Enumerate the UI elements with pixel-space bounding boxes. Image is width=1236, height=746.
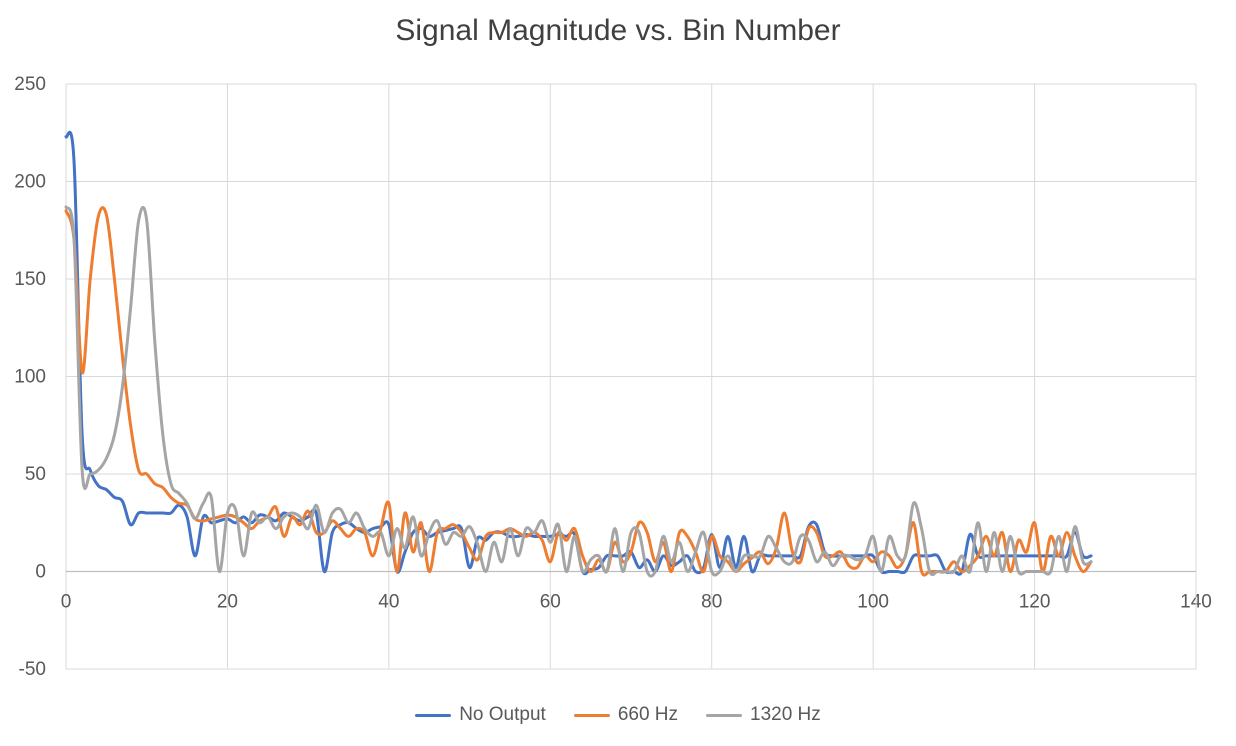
series-line-1320-hz <box>64 205 1093 578</box>
legend-entry-no-output: No Output <box>415 704 546 726</box>
y-tick-label: -50 <box>19 659 46 680</box>
x-tick-label: 40 <box>378 592 399 613</box>
y-tick-label: 100 <box>14 367 46 388</box>
x-tick-label: 120 <box>1019 592 1051 613</box>
legend-entry-660-hz: 660 Hz <box>573 704 679 726</box>
chart-title: Signal Magnitude vs. Bin Number <box>395 14 841 47</box>
legend-label: 660 Hz <box>617 704 679 725</box>
legend-label: 1320 Hz <box>750 704 821 725</box>
y-tick-label: 250 <box>14 74 46 95</box>
x-tick-label: 60 <box>540 592 561 613</box>
y-tick-label: 0 <box>35 562 46 583</box>
legend-swatch <box>573 713 610 717</box>
x-tick-label: 100 <box>857 592 889 613</box>
legend-swatch <box>706 713 743 717</box>
legend-entry-1320-hz: 1320 Hz <box>706 704 821 726</box>
x-tick-label: 0 <box>61 592 72 613</box>
y-tick-label: 50 <box>25 464 46 485</box>
series-line-no-output <box>64 130 1093 576</box>
y-tick-label: 200 <box>14 172 46 193</box>
legend-swatch <box>415 713 452 717</box>
x-tick-label: 80 <box>701 592 722 613</box>
legend-label: No Output <box>459 704 546 725</box>
series-line-660-hz <box>64 206 1093 577</box>
x-tick-label: 20 <box>217 592 238 613</box>
y-tick-label: 150 <box>14 269 46 290</box>
legend: No Output 660 Hz 1320 Hz <box>0 704 1236 726</box>
